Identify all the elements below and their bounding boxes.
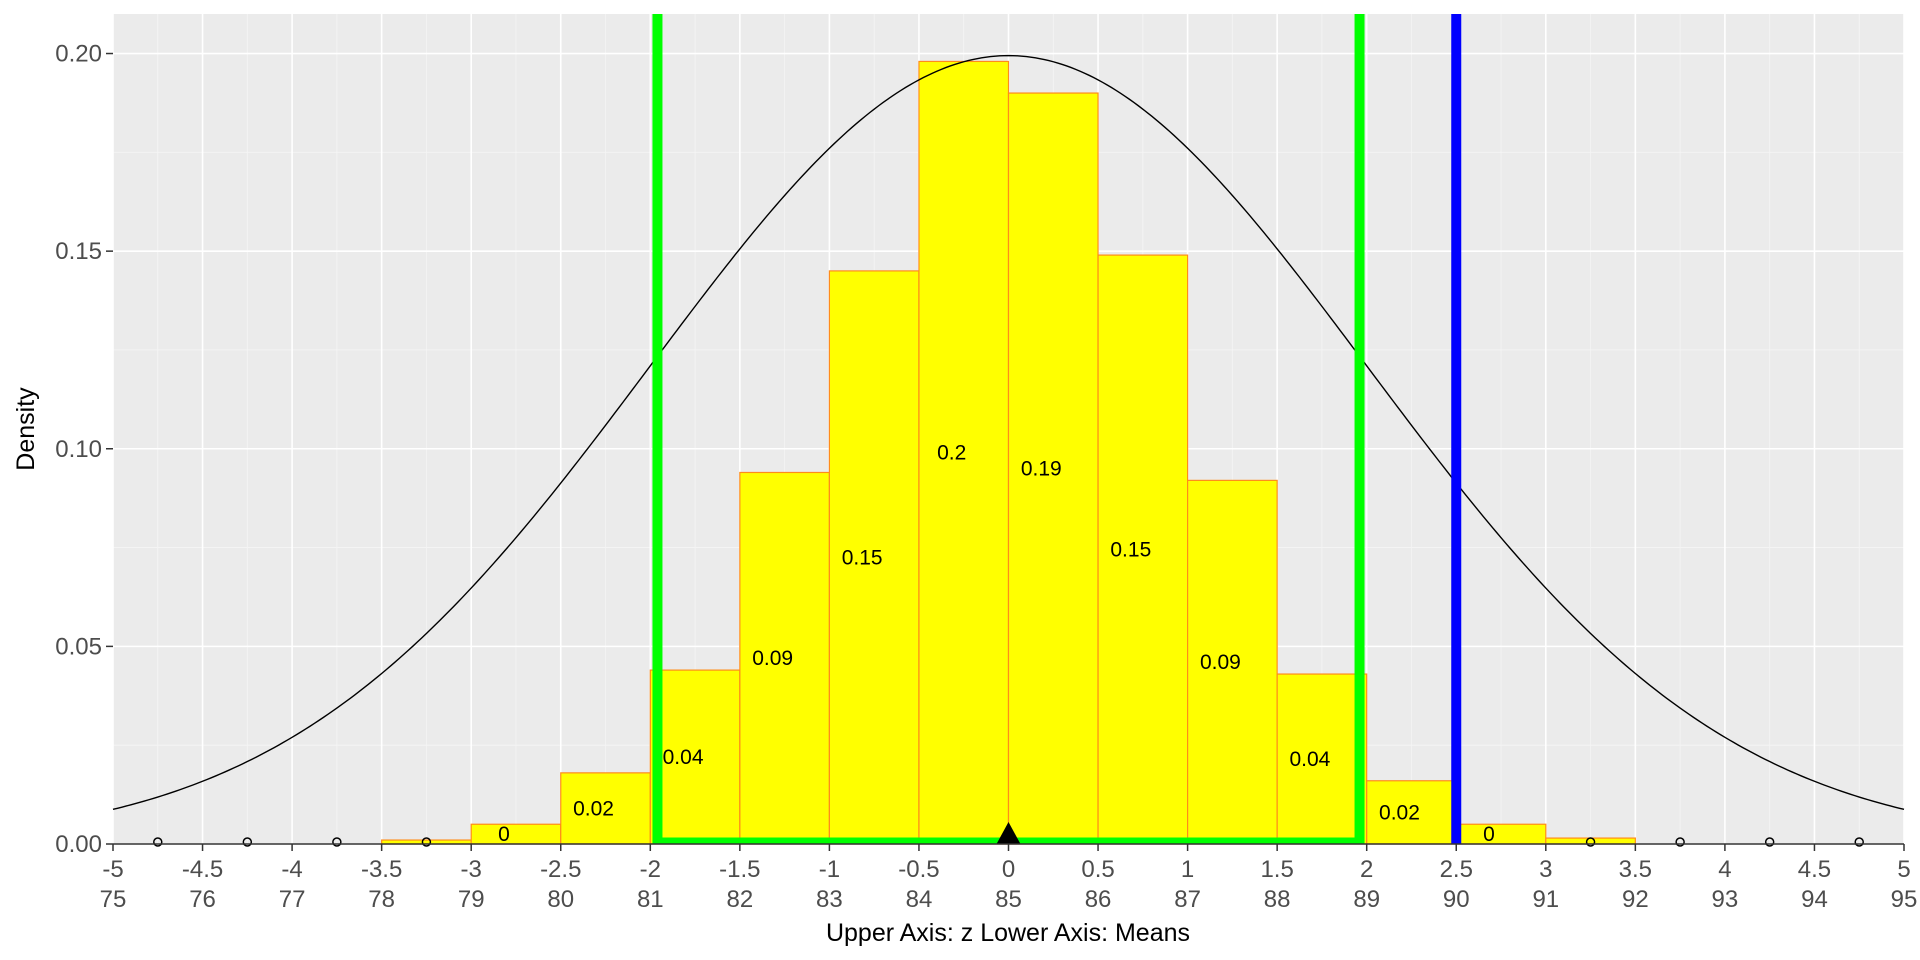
histogram-bar: [918, 60, 1010, 845]
x-tick-label-upper: 3: [1539, 856, 1552, 883]
bar-value-label: 0: [498, 823, 510, 846]
x-tick-label-lower: 89: [1353, 886, 1380, 913]
x-tick-label-upper: -3: [461, 856, 482, 883]
x-tick-label-lower: 83: [816, 886, 843, 913]
zero-marker: [1585, 837, 1596, 847]
bar-value-label: 0.04: [1289, 748, 1330, 771]
y-tick-label: 0.00: [55, 831, 102, 858]
histogram-bar: [739, 471, 830, 845]
x-tick-label-upper: -5: [102, 856, 123, 883]
zero-marker: [153, 837, 163, 847]
zero-marker: [1675, 837, 1685, 847]
y-tick-label: 0.05: [55, 633, 102, 660]
x-tick-label-lower: 77: [279, 886, 306, 913]
x-tick-label-upper: 1: [1181, 856, 1194, 883]
x-tick-label-upper: -4: [281, 856, 302, 883]
zero-marker: [1764, 837, 1775, 847]
y-tick-label: 0.10: [55, 436, 102, 463]
x-tick-label-upper: -0.5: [898, 856, 939, 883]
bar-labels: 0 0.02 0.04 0.09 0.15 0.2 0.19 0.15 0.09 0.04 0.02…: [498, 442, 1495, 846]
x-tick-label-lower: 76: [189, 886, 216, 913]
x-tick-label-upper: 4: [1718, 856, 1731, 883]
zero-marker: [1854, 837, 1864, 847]
histogram-bar: [560, 772, 651, 845]
histogram-bar: [1276, 673, 1368, 845]
x-tick-label-upper: 3.5: [1619, 856, 1652, 883]
x-tick-label-lower: 75: [100, 886, 127, 913]
x-tick-label-lower: 79: [458, 886, 485, 913]
histogram-bar: [649, 669, 741, 845]
x-tick-label-lower: 88: [1264, 886, 1291, 913]
bar-value-label: 0.15: [1110, 539, 1151, 562]
x-tick-label-lower: 84: [906, 886, 933, 913]
x-tick-label-lower: 92: [1622, 886, 1649, 913]
x-tick-label-lower: 85: [995, 886, 1022, 913]
histogram-bar: [1366, 780, 1457, 845]
histogram-bar: [470, 823, 562, 845]
zero-marker: [242, 837, 253, 847]
x-tick-label-upper: 0: [1002, 856, 1015, 883]
x-tick-label-upper: -3.5: [361, 856, 402, 883]
bar-value-label: 0: [1483, 823, 1495, 846]
x-tick-label-lower: 87: [1174, 886, 1201, 913]
bar-value-label: 0.15: [842, 546, 883, 569]
x-tick-label-lower: 80: [547, 886, 574, 913]
zero-marker: [421, 837, 432, 847]
bar-value-label: 0.19: [1021, 458, 1062, 481]
x-axis-title: Upper Axis: z Lower Axis: Means: [826, 919, 1190, 947]
bar-value-label: 0.2: [937, 442, 966, 465]
x-tick-label-upper: -1.5: [719, 856, 760, 883]
histogram-bar: [1455, 823, 1547, 845]
histogram-bar: [828, 270, 920, 845]
x-tick-label-upper: 2: [1360, 856, 1373, 883]
y-tick-label: 0.20: [55, 41, 102, 68]
x-tick-label-lower: 93: [1712, 886, 1739, 913]
x-axis-lower-ticks: 75 76 77 78 79 80 81 82 83 84 85 86 87 88 89 90 91 92 93 94…: [100, 886, 1918, 913]
zero-markers: [153, 837, 1864, 847]
x-tick-label-lower: 90: [1443, 886, 1470, 913]
bar-value-label: 0.02: [573, 797, 614, 820]
zero-marker: [332, 837, 342, 847]
histogram-bar: [1545, 837, 1636, 845]
histogram-bar: [1097, 254, 1189, 845]
mean-marker-triangle: [996, 822, 1021, 844]
x-tick-label-upper: 5: [1897, 856, 1910, 883]
x-tick-label-lower: 82: [726, 886, 753, 913]
bar-value-label: 0.09: [1200, 651, 1241, 674]
x-tick-label-lower: 78: [368, 886, 395, 913]
x-tick-label-lower: 81: [637, 886, 664, 913]
x-tick-label-upper: 1.5: [1260, 856, 1293, 883]
x-tick-label-upper: 4.5: [1798, 856, 1831, 883]
x-tick-label-lower: 86: [1085, 886, 1112, 913]
y-tick-label: 0.15: [55, 238, 102, 265]
x-tick-label-upper: 2.5: [1440, 856, 1473, 883]
bar-value-label: 0.02: [1379, 801, 1420, 824]
x-tick-label-upper: 0.5: [1081, 856, 1114, 883]
x-axis-upper-ticks: -5 -4.5 -4 -3.5 -3 -2.5 -2 -1.5 -1 -0.5 0 0.5 1 1.5 2 2…: [102, 844, 1911, 883]
y-axis-title: Density: [12, 387, 40, 471]
x-tick-label-upper: -2: [640, 856, 661, 883]
bar-value-label: 0.04: [663, 746, 704, 769]
x-tick-label-lower: 91: [1532, 886, 1559, 913]
x-tick-label-lower: 95: [1891, 886, 1918, 913]
x-tick-label-lower: 94: [1801, 886, 1828, 913]
density-curve: [112, 54, 1905, 811]
x-tick-label-upper: -1: [819, 856, 840, 883]
histogram-bar: [1186, 479, 1278, 845]
histogram-bars: [381, 60, 1636, 845]
x-tick-label-upper: -2.5: [540, 856, 581, 883]
bar-value-label: 0.09: [752, 647, 793, 670]
y-axis-ticks: 0.00 0.05 0.10 0.15 0.20: [55, 41, 113, 858]
x-tick-label-upper: -4.5: [182, 856, 223, 883]
